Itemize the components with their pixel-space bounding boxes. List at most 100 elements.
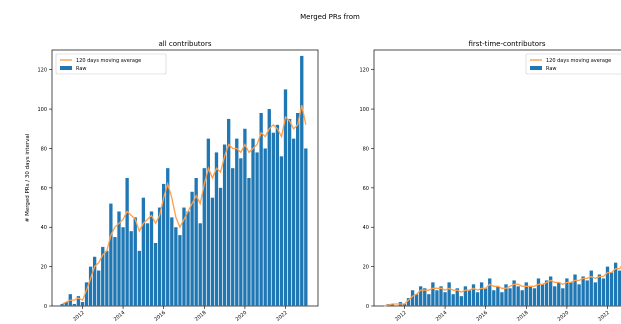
x-tick-label: 2018 [194, 310, 208, 323]
bar-raw [174, 227, 178, 306]
moving-average-line [61, 104, 307, 305]
bar-raw [251, 138, 255, 306]
bar-raw [121, 227, 125, 306]
chart-first-time-contributors: first-time-contributors 0 20 40 60 80 100 120 20… [359, 40, 621, 323]
bar-raw [255, 152, 259, 306]
bar-raw [243, 128, 247, 306]
bar-raw [222, 144, 227, 306]
bar-raw [231, 168, 235, 306]
x-tick-label: 2022 [275, 310, 289, 323]
bar-raw [435, 290, 439, 306]
bar-raw [210, 197, 215, 306]
bar-raw [300, 55, 304, 307]
x-tick-label: 2020 [235, 310, 249, 323]
bar-raw [496, 286, 500, 306]
x-tick-label: 2016 [153, 310, 167, 323]
bar-raw [410, 290, 415, 306]
bar-raw [565, 278, 569, 306]
bar-raw [186, 211, 190, 306]
bar-raw [573, 274, 577, 306]
x-tick-label: 2012 [72, 310, 86, 323]
bar-raw [500, 292, 504, 306]
bar-raw [524, 282, 528, 306]
bar-raw [618, 270, 621, 306]
bar-raw [585, 280, 589, 306]
legend-label-average: 120 days moving average [76, 58, 141, 64]
bar-raw [443, 292, 447, 306]
bar-raw [512, 280, 516, 306]
bar-raw [540, 284, 545, 306]
bar-raw [80, 302, 85, 306]
bar-raw [271, 132, 275, 306]
plot-area [373, 49, 621, 307]
bar-raw [137, 250, 141, 306]
bar-raw [247, 178, 251, 306]
bar-raw [117, 211, 121, 306]
bar-raw [455, 288, 459, 306]
y-tick-label: 0 [44, 304, 47, 310]
bar-raw [561, 288, 565, 306]
bar-raw [113, 237, 117, 306]
bar-raw [64, 302, 68, 306]
legend-swatch-raw [530, 66, 542, 70]
bar-raw [76, 296, 81, 306]
y-tick-label: 80 [363, 146, 369, 152]
x-tick-label: 2020 [557, 310, 571, 323]
bar-raw [447, 282, 451, 306]
bar-raw [105, 250, 109, 306]
bar-raw [153, 242, 158, 306]
y-tick-label: 40 [363, 225, 369, 231]
chart-title: first-time-contributors [468, 40, 545, 48]
bar-raw [544, 280, 549, 306]
bar-raw [287, 118, 292, 306]
bar-raw [414, 294, 419, 306]
bar-raw [532, 288, 537, 306]
y-tick-label: 60 [41, 186, 47, 192]
bar-raw [133, 217, 137, 306]
bar-raw [84, 282, 89, 306]
bar-raw [178, 235, 182, 306]
bar-raw [402, 304, 407, 306]
x-tick-label: 2016 [475, 310, 489, 323]
bar-raw [577, 284, 581, 306]
bar-raw [516, 286, 520, 306]
bar-raw [182, 207, 186, 306]
bar-raw [275, 124, 280, 306]
bar-raw [263, 148, 267, 306]
legend-swatch-raw [60, 66, 72, 70]
bar-raw [239, 158, 243, 306]
bar-raw [609, 272, 614, 306]
bar-raw [589, 270, 593, 306]
bar-raw [190, 191, 194, 306]
bar-raw [194, 178, 198, 306]
bar-raw [218, 187, 223, 306]
bar-raw [267, 109, 271, 306]
bar-raw [145, 223, 150, 306]
bar-raw [451, 294, 455, 306]
bar-raw [162, 183, 166, 306]
figure-suptitle: Merged PRs from [300, 13, 360, 21]
bar-raw [125, 178, 129, 306]
bar-raw [536, 278, 541, 306]
chart-title: all contributors [159, 40, 212, 48]
bar-raw [597, 274, 602, 306]
y-tick-label: 0 [366, 304, 369, 310]
bar-raw [214, 152, 219, 306]
bar-raw [605, 266, 610, 306]
bar-raw [226, 118, 231, 306]
bar-raw [484, 288, 488, 306]
moving-average-line [384, 265, 621, 307]
y-tick-label: 80 [41, 146, 47, 152]
bar-raw [101, 246, 105, 306]
bar-raw [170, 217, 174, 306]
x-tick-label: 2014 [435, 310, 449, 323]
bar-raw [406, 298, 411, 306]
bar-raw [613, 262, 618, 306]
bar-raw [419, 286, 423, 306]
legend: 120 days moving average Raw [525, 53, 621, 75]
bar-raw [202, 168, 206, 306]
bar-raw [60, 304, 64, 306]
bar-raw [283, 89, 288, 306]
bar-raw [463, 286, 468, 306]
